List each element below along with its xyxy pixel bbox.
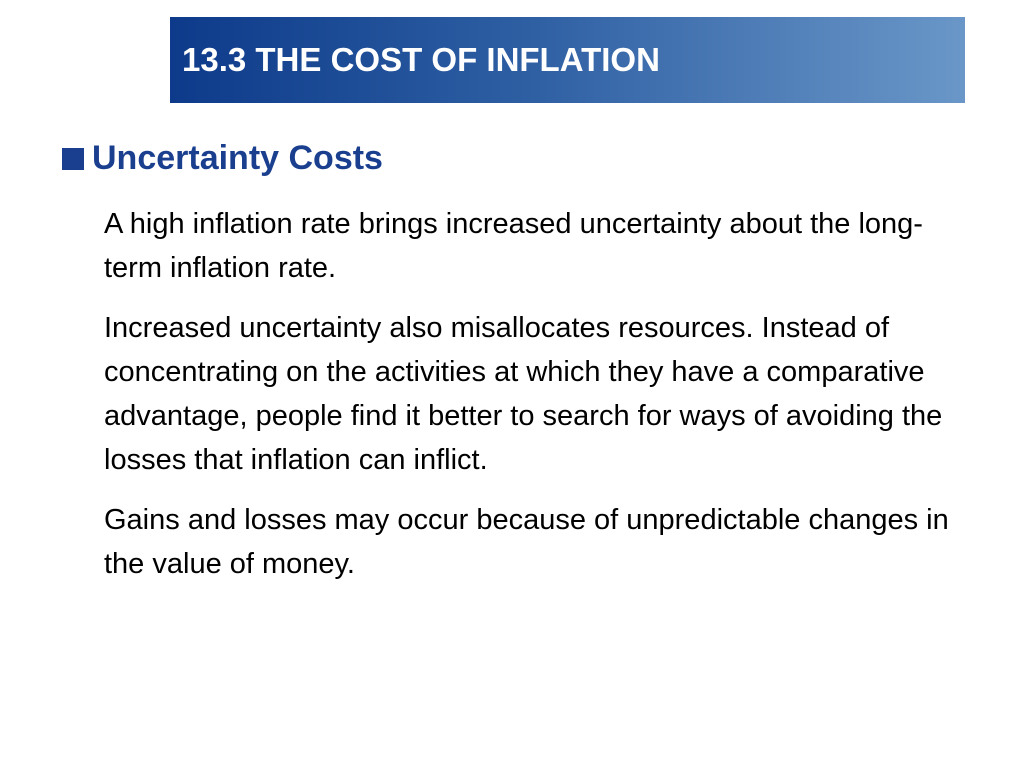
paragraph: Gains and losses may occur because of un… [104, 504, 949, 580]
body-text: A high inflation rate brings increased u… [104, 202, 964, 602]
paragraph: A high inflation rate brings increased u… [104, 208, 923, 284]
square-bullet-icon [62, 148, 84, 170]
section-heading: Uncertainty Costs [62, 136, 383, 180]
slide-title: 13.3 THE COST OF INFLATION [182, 41, 660, 78]
title-bar: 13.3 THE COST OF INFLATION [170, 17, 965, 103]
paragraph: Increased uncertainty also misallocates … [104, 312, 943, 476]
section-heading-text: Uncertainty Costs [92, 139, 383, 177]
